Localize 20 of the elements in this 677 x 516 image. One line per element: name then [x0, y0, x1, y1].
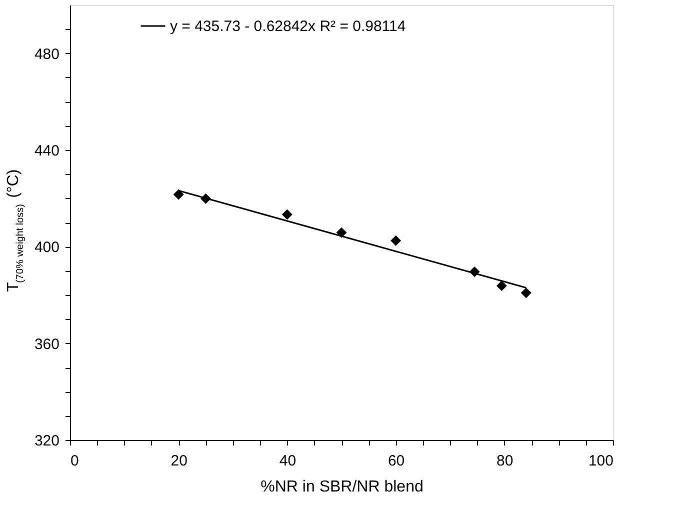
point — [173, 189, 184, 200]
point — [520, 288, 532, 298]
x-tick-label: 100 — [588, 452, 614, 470]
legend-label: y = 435.73 - 0.62842x R² = 0.98114 — [170, 18, 406, 35]
y-tick-label: 320 — [34, 432, 60, 450]
point — [336, 227, 347, 238]
x-tick-label: 60 — [388, 452, 405, 470]
x-tick-label: 80 — [496, 452, 514, 470]
x-tick-label: 0 — [70, 452, 79, 470]
x-axis-title: %NR in SBR/NR blend — [260, 478, 424, 496]
y-axis-title: T(70% weight loss) (°C) — [5, 169, 26, 292]
x-tick-label: 40 — [279, 452, 296, 470]
y-tick-label: 440 — [34, 142, 60, 160]
point — [282, 209, 292, 220]
y-tick-label: 400 — [34, 239, 60, 256]
y-tick-label: 480 — [34, 46, 60, 63]
point — [496, 280, 507, 292]
y-tick-label: 360 — [34, 336, 60, 353]
point — [390, 235, 402, 246]
x-tick-label: 20 — [170, 452, 188, 470]
